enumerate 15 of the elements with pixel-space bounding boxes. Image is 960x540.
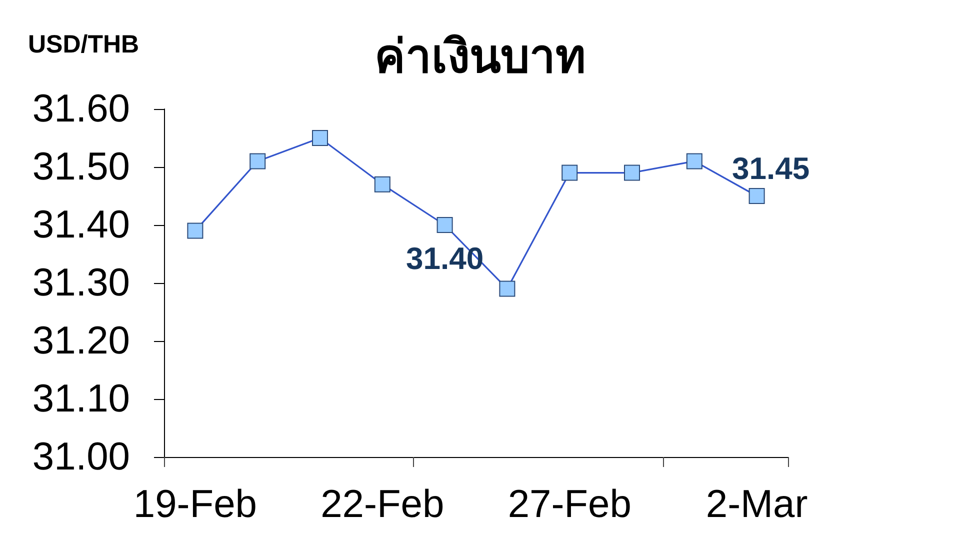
data-label: 31.45: [732, 151, 810, 186]
y-tick-label: 31.00: [32, 436, 130, 478]
y-tick-label: 31.40: [32, 204, 130, 246]
x-tick-label: 22-Feb: [320, 483, 444, 526]
data-label: 31.40: [406, 241, 484, 276]
x-tick-label: 2-Mar: [706, 483, 808, 526]
y-tick-label: 31.50: [32, 146, 130, 188]
x-tick-label: 27-Feb: [508, 483, 632, 526]
y-tick-label: 31.30: [32, 262, 130, 304]
x-tick-label: 19-Feb: [133, 483, 257, 526]
chart-title: ค่าเงินบาท: [374, 29, 586, 83]
y-tick-label: 31.10: [32, 378, 130, 420]
y-axis-title: USD/THB: [28, 30, 140, 58]
y-tick-label: 31.20: [32, 320, 130, 362]
y-tick-label: 31.60: [32, 88, 130, 130]
